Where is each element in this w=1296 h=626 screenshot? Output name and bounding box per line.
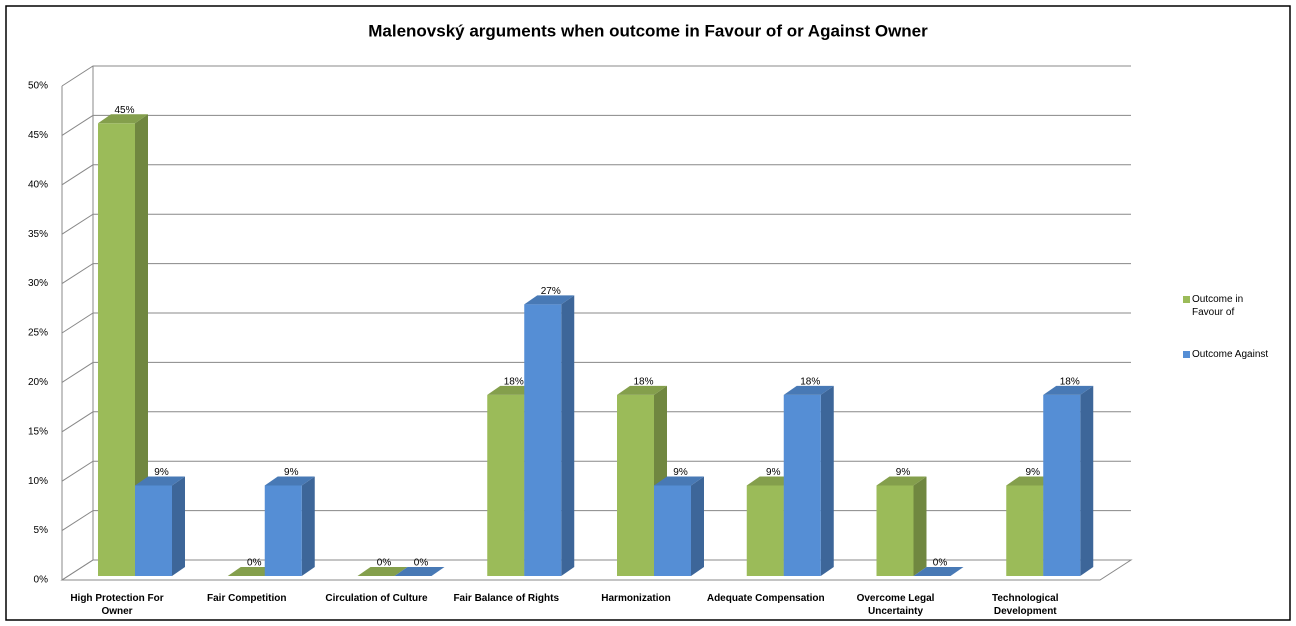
x-tick-label: High Protection For Owner [70, 593, 164, 617]
y-tick-label: 50% [28, 81, 48, 92]
bar [1043, 385, 1094, 576]
y-tick-label: 10% [28, 476, 48, 487]
value-label: 0% [377, 558, 392, 569]
bar [394, 567, 445, 576]
bar [135, 476, 185, 576]
grid-line [61, 164, 1131, 186]
value-label: 9% [673, 467, 688, 478]
bar-front [654, 485, 691, 576]
value-label: 9% [284, 467, 299, 478]
value-label: 9% [154, 467, 169, 478]
bar-top [654, 476, 704, 486]
grid-line [61, 263, 1131, 285]
y-tick-label: 35% [28, 229, 48, 240]
bar [876, 476, 927, 576]
x-tick-label: Adequate Compensation [706, 593, 825, 604]
legend-swatch [1183, 296, 1190, 303]
value-label: 18% [800, 377, 820, 388]
grid-line [61, 213, 1131, 235]
bar [264, 476, 315, 576]
value-label: 0% [933, 558, 948, 569]
legend-swatch [1183, 351, 1190, 358]
bar-side [301, 476, 315, 576]
bar [98, 114, 148, 577]
grid-line [61, 65, 1131, 87]
bar-top [357, 567, 408, 576]
bar-front [617, 394, 654, 576]
bar-front [1006, 485, 1044, 576]
grid-line [61, 114, 1131, 136]
y-tick-label: 30% [28, 278, 48, 289]
x-tick-label: Technological Development [992, 593, 1059, 617]
y-tick-label: 45% [28, 130, 48, 141]
y-tick-label: 15% [28, 426, 48, 437]
bar-front [524, 304, 562, 576]
bar-top [1043, 385, 1094, 395]
chart-title: Malenovský arguments when outcome in Fav… [368, 21, 928, 40]
y-tick-label: 40% [28, 179, 48, 190]
bar-top [617, 385, 667, 395]
value-label: 9% [766, 467, 781, 478]
bar-top [783, 385, 834, 395]
bar-top [913, 567, 964, 576]
bar-front [264, 485, 302, 576]
y-tick-label: 0% [34, 575, 49, 586]
x-tick-label: Fair Competition [207, 593, 287, 604]
bar-top [135, 476, 185, 486]
bar [913, 567, 964, 576]
value-label: 45% [114, 105, 134, 116]
bar-front [1043, 394, 1081, 576]
value-label: 18% [633, 377, 653, 388]
legend-label: Outcome Against [1192, 349, 1269, 360]
bar-top [98, 114, 148, 124]
x-tick-label: Harmonization [601, 593, 671, 604]
bar-side [820, 385, 834, 576]
bar-top [394, 567, 445, 576]
bar-top [264, 476, 315, 486]
x-tick-label: Overcome Legal Uncertainty [856, 593, 935, 617]
bar-top [524, 295, 575, 305]
value-label: 27% [541, 286, 561, 297]
value-label: 18% [1060, 377, 1080, 388]
bar-front [135, 485, 172, 576]
bar [654, 476, 704, 576]
bar-side [172, 476, 185, 576]
x-tick-label: Circulation of Culture [325, 593, 428, 604]
bar-side [135, 114, 148, 577]
value-label: 18% [504, 377, 524, 388]
bar-side [691, 476, 704, 576]
bar-side [1080, 385, 1094, 576]
y-tick-label: 20% [28, 377, 48, 388]
value-label: 9% [896, 467, 911, 478]
bar-side [561, 295, 575, 576]
bar-side [913, 476, 927, 576]
bar [524, 295, 575, 576]
bar-front [98, 123, 135, 577]
grid-line [61, 312, 1131, 334]
bar-front [746, 485, 784, 576]
bar [357, 567, 408, 576]
grid-line [61, 361, 1131, 383]
value-label: 0% [247, 558, 262, 569]
y-tick-label: 25% [28, 328, 48, 339]
y-tick-label: 5% [34, 525, 49, 536]
legend-label: Outcome in Favour of [1192, 294, 1244, 318]
bar-front [487, 394, 525, 576]
bar-front [876, 485, 914, 576]
bar-top [876, 476, 927, 486]
bar [783, 385, 834, 576]
value-label: 9% [1026, 467, 1041, 478]
value-label: 0% [414, 558, 429, 569]
x-tick-label: Fair Balance of Rights [453, 593, 560, 604]
bar-front [783, 394, 821, 576]
